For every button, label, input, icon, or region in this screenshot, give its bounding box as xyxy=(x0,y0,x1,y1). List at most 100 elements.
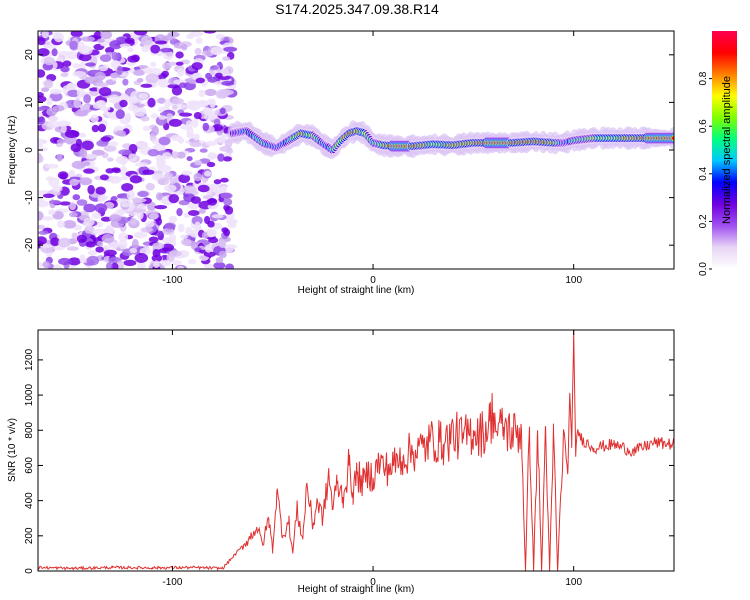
noise-blob xyxy=(193,172,202,182)
noise-blob xyxy=(148,236,159,243)
noise-blob xyxy=(172,97,184,105)
noise-blob xyxy=(198,208,206,214)
noise-blob xyxy=(179,112,193,117)
noise-blob xyxy=(44,163,59,169)
noise-blob xyxy=(38,262,43,268)
noise-blob xyxy=(162,152,172,160)
noise-blob xyxy=(105,47,115,54)
noise-blob xyxy=(83,217,95,227)
noise-blob xyxy=(176,208,183,217)
noise-blob xyxy=(169,250,182,257)
noise-blob xyxy=(186,156,193,162)
noise-blob xyxy=(137,141,149,149)
noise-blob xyxy=(70,143,82,153)
noise-blob xyxy=(213,118,221,126)
noise-blob xyxy=(79,254,86,264)
noise-blob xyxy=(132,69,146,76)
noise-blob xyxy=(58,237,72,248)
noise-blob xyxy=(191,118,199,128)
noise-blob xyxy=(87,250,98,256)
noise-blob xyxy=(73,98,82,109)
noise-blob xyxy=(150,113,159,119)
noise-blob xyxy=(180,125,193,130)
noise-blob xyxy=(90,114,99,123)
noise-blob xyxy=(162,62,172,70)
noise-blob xyxy=(67,257,81,266)
noise-blob xyxy=(91,212,102,219)
noise-blob xyxy=(49,92,63,102)
noise-blob xyxy=(141,45,150,53)
noise-blob xyxy=(109,40,123,50)
noise-blob xyxy=(175,61,184,66)
noise-blob xyxy=(143,67,154,74)
spec-ytick-label: -10 xyxy=(24,190,35,205)
snr-ylabel: SNR (10 * v/v) xyxy=(7,418,18,482)
noise-blob xyxy=(50,88,62,95)
noise-blob xyxy=(225,263,234,269)
noise-blob xyxy=(179,82,187,88)
noise-blob xyxy=(159,48,174,53)
noise-blob xyxy=(110,72,119,79)
noise-blob xyxy=(52,184,63,193)
noise-blob xyxy=(146,201,156,211)
noise-blob xyxy=(204,170,212,177)
noise-blob xyxy=(132,197,142,204)
noise-blob xyxy=(116,65,123,76)
noise-blob xyxy=(156,158,166,167)
noise-blob xyxy=(76,88,85,98)
noise-blob xyxy=(171,151,179,159)
noise-blob xyxy=(132,208,147,213)
noise-blob xyxy=(161,243,175,252)
noise-blob xyxy=(38,106,46,112)
noise-blob xyxy=(207,204,218,210)
noise-blob xyxy=(95,246,104,253)
noise-blob xyxy=(129,248,138,254)
snr-xtick-label: 100 xyxy=(565,577,582,588)
noise-blob xyxy=(48,209,56,216)
noise-blob xyxy=(69,178,79,186)
noise-blob xyxy=(95,186,106,195)
noise-blob xyxy=(176,151,186,159)
noise-blob xyxy=(223,46,238,52)
noise-blob xyxy=(120,175,130,181)
noise-blob xyxy=(108,94,120,104)
noise-blob xyxy=(38,236,47,245)
spec-xtick-label: 0 xyxy=(370,275,376,286)
noise-blob xyxy=(56,220,65,228)
noise-blob xyxy=(128,104,139,112)
noise-blob xyxy=(38,69,46,78)
noise-blob xyxy=(71,232,79,239)
noise-blob xyxy=(164,172,174,181)
noise-blob xyxy=(220,192,233,199)
noise-blob xyxy=(100,136,112,142)
noise-blob xyxy=(223,244,234,253)
colorbar-ticks: 0.0 0.2 0.4 0.6 0.8 xyxy=(698,71,712,276)
noise-blob xyxy=(118,149,132,156)
noise-blob xyxy=(43,79,54,89)
noise-blob xyxy=(99,174,109,181)
noise-blob xyxy=(86,255,100,266)
noise-blob xyxy=(110,262,119,269)
noise-blob xyxy=(221,80,235,86)
noise-blob xyxy=(177,265,185,269)
noise-blob xyxy=(136,261,146,269)
noise-blob xyxy=(150,61,157,68)
spec-xtick-label: -100 xyxy=(162,275,182,286)
noise-blob xyxy=(38,138,45,144)
noise-blob xyxy=(167,84,180,89)
colorbar-tick-label: 0.2 xyxy=(698,214,709,228)
noise-blob xyxy=(175,51,184,59)
noise-blob xyxy=(134,253,149,263)
noise-blob xyxy=(64,129,79,139)
noise-blob xyxy=(212,222,223,230)
noise-blob xyxy=(223,204,230,211)
noise-blob xyxy=(87,184,95,195)
noise-blob xyxy=(215,72,223,79)
noise-blob xyxy=(194,221,201,230)
noise-blob xyxy=(176,104,189,109)
noise-blob xyxy=(84,76,98,84)
noise-blob xyxy=(46,97,53,106)
